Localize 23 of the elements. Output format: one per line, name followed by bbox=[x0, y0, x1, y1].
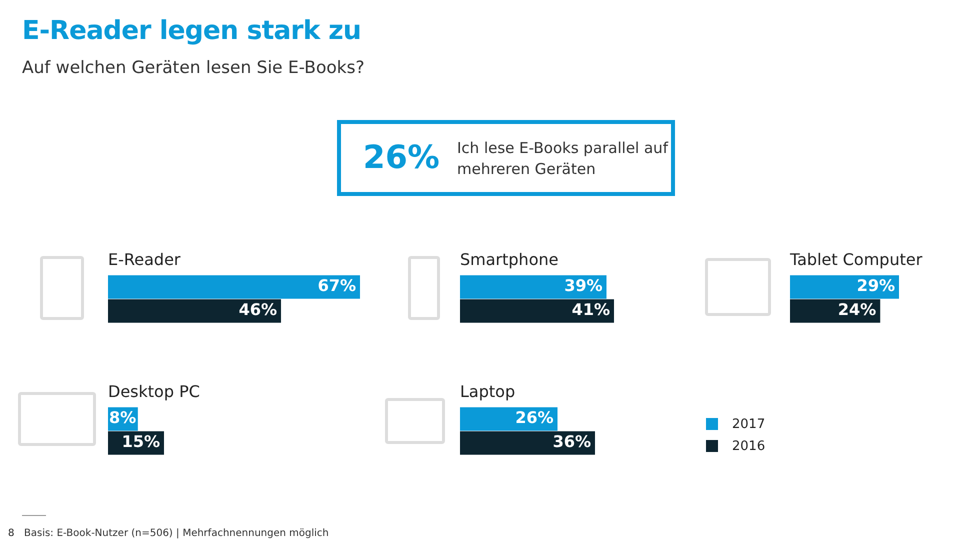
data-label: 24% bbox=[838, 300, 876, 320]
data-label: 39% bbox=[564, 276, 602, 296]
data-label: 36% bbox=[552, 432, 591, 452]
data-label: 15% bbox=[122, 432, 160, 452]
chart-title: Desktop PC bbox=[108, 382, 200, 401]
text: Auf welchen Geräten lesen Sie E-Books? bbox=[22, 58, 364, 78]
legend-label: 2017 bbox=[732, 416, 766, 432]
chart-title: Smartphone bbox=[460, 250, 558, 269]
data-label: 67% bbox=[318, 276, 356, 296]
data-label: 29% bbox=[856, 276, 895, 296]
text: 26% bbox=[363, 138, 440, 176]
text: 8 bbox=[8, 528, 14, 539]
legend-label: 2016 bbox=[732, 438, 766, 454]
chart-title: Tablet Computer bbox=[790, 250, 922, 269]
text: Ich lese E-Books parallel auf mehreren Geräten bbox=[457, 138, 669, 180]
text: E-Reader legen stark zu bbox=[22, 16, 361, 46]
chart-title: E-Reader bbox=[108, 250, 181, 269]
text: Basis: E-Book-Nutzer (n=506) | Mehrfachnennungen möglich bbox=[24, 528, 329, 539]
data-label: 41% bbox=[572, 300, 610, 320]
data-label: 46% bbox=[238, 300, 278, 320]
data-label: 26% bbox=[515, 408, 554, 428]
chart-title: Laptop bbox=[460, 382, 516, 401]
data-label: 8% bbox=[109, 408, 136, 428]
